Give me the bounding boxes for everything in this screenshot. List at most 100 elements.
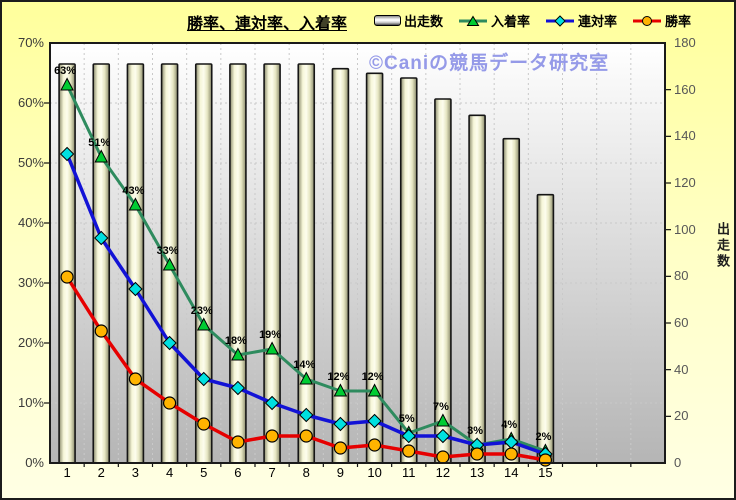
circle-marker-icon <box>333 441 348 455</box>
point-label: 5% <box>399 413 415 425</box>
bar-starts <box>126 63 145 464</box>
x-axis-tick: 8 <box>302 465 310 480</box>
plot-border <box>49 42 666 464</box>
point-label: 12% <box>362 371 384 383</box>
legend-item-win-rate: 勝率 <box>632 11 691 30</box>
x-axis-tick: 5 <box>200 465 208 480</box>
right-axis-tick: 100 <box>674 221 696 237</box>
triangle-marker-icon <box>231 347 245 361</box>
bar-starts <box>92 63 111 464</box>
circle-marker-icon <box>402 444 416 458</box>
right-axis-tick: 60 <box>674 315 689 330</box>
right-axis-tick: 120 <box>674 175 696 190</box>
x-axis-tick: 11 <box>402 465 416 480</box>
circle-marker-icon <box>470 447 484 461</box>
legend-label-place-rate: 入着率 <box>491 14 531 29</box>
bar-starts <box>297 63 316 464</box>
bar-starts <box>58 63 76 464</box>
circle-marker-icon <box>94 324 108 338</box>
bar-starts <box>365 72 384 464</box>
right-axis-tick: 0 <box>674 455 682 470</box>
point-label: 2% <box>535 431 551 443</box>
diamond-marker-icon <box>333 416 348 432</box>
legend-item-place-rate: 入着率 <box>458 11 530 30</box>
left-axis-tick: 30% <box>17 275 44 290</box>
x-axis-tick: 1 <box>63 465 71 480</box>
x-axis-tick: 10 <box>367 465 382 480</box>
plot-area: 63% 51% 43% 33% 23% 18% 19% 14% 12% 12% 5% 7% 3% 4% 2% <box>44 42 671 467</box>
circle-marker-icon <box>265 429 279 443</box>
circle-marker-icon <box>231 435 245 449</box>
point-label: 63% <box>54 65 76 77</box>
diamond-marker-icon <box>435 428 451 444</box>
left-axis-tick: 70% <box>17 35 44 50</box>
x-axis-tick: 6 <box>234 465 242 480</box>
watermark: ©Caniの競馬データ研究室 <box>369 53 610 74</box>
point-label: 23% <box>191 305 213 317</box>
triangle-marker-icon <box>265 341 279 355</box>
point-label: 4% <box>501 419 517 431</box>
right-axis-tick: 140 <box>674 128 696 144</box>
left-axis-tick: 0% <box>25 455 44 470</box>
bar-starts <box>502 137 521 464</box>
diamond-marker-icon <box>230 380 246 396</box>
legend-item-starts: 出走数 <box>374 11 443 30</box>
left-axis-tick: 20% <box>17 335 44 350</box>
diamond-marker-icon <box>367 413 382 429</box>
triangle-marker-icon <box>436 413 450 427</box>
x-axis-tick: 4 <box>165 465 174 480</box>
point-label: 19% <box>259 329 281 341</box>
diamond-marker-swatch-icon <box>546 14 575 27</box>
point-label: 7% <box>433 401 449 413</box>
x-axis-tick: 15 <box>538 465 553 480</box>
bar-starts <box>229 63 247 464</box>
circle-marker-icon <box>436 450 450 464</box>
right-axis-tick: 80 <box>674 268 689 284</box>
triangle-marker-icon <box>60 77 74 91</box>
triangle-marker-icon <box>94 149 109 163</box>
triangle-marker-icon <box>162 257 177 271</box>
triangle-marker-icon <box>367 383 382 397</box>
x-axis-tick: 2 <box>97 465 105 480</box>
legend: 出走数 入着率 連対率 勝率 <box>374 11 691 30</box>
left-axis-tick: 40% <box>17 215 44 230</box>
legend-label-starts: 出走数 <box>404 14 444 29</box>
triangle-marker-icon <box>333 383 348 397</box>
right-axis-tick: 40 <box>674 361 689 377</box>
circle-marker-icon <box>197 417 211 431</box>
x-axis-tick: 12 <box>435 465 451 480</box>
x-axis-tick: 9 <box>336 465 345 480</box>
circle-marker-icon <box>299 429 313 443</box>
diamond-marker-icon <box>299 407 314 423</box>
x-axis-tick: 3 <box>131 465 140 480</box>
x-axis-tick: 14 <box>504 465 519 480</box>
bar-series-swatch-icon <box>374 15 401 26</box>
point-label: 12% <box>327 371 349 383</box>
bar-starts <box>536 193 555 464</box>
legend-label-quinella-rate: 連対率 <box>578 14 618 29</box>
circle-marker-swatch-icon <box>633 15 662 26</box>
circle-marker-icon <box>60 270 74 284</box>
triangle-marker-icon <box>128 197 143 211</box>
legend-item-quinella-rate: 連対率 <box>545 11 617 30</box>
point-label: 43% <box>122 185 144 197</box>
bar-starts <box>468 114 486 464</box>
bar-starts <box>194 63 213 464</box>
x-axis-tick: 13 <box>469 465 485 480</box>
point-label: 33% <box>157 245 179 257</box>
point-label: 3% <box>467 425 483 437</box>
left-axis-tick: 50% <box>17 155 44 170</box>
x-axis-tick: 7 <box>268 465 276 480</box>
circle-marker-icon <box>367 438 382 452</box>
right-axis-tick: 180 <box>674 35 696 50</box>
triangle-marker-icon <box>299 371 314 385</box>
diamond-marker-icon <box>162 335 177 351</box>
triangle-marker-swatch-icon <box>459 15 488 26</box>
legend-label-win-rate: 勝率 <box>665 14 692 29</box>
right-axis-tick: 160 <box>674 81 696 97</box>
diamond-marker-icon <box>59 146 75 162</box>
circle-marker-icon <box>504 447 518 461</box>
circle-marker-icon <box>162 396 177 410</box>
left-axis-tick: 60% <box>17 95 44 110</box>
